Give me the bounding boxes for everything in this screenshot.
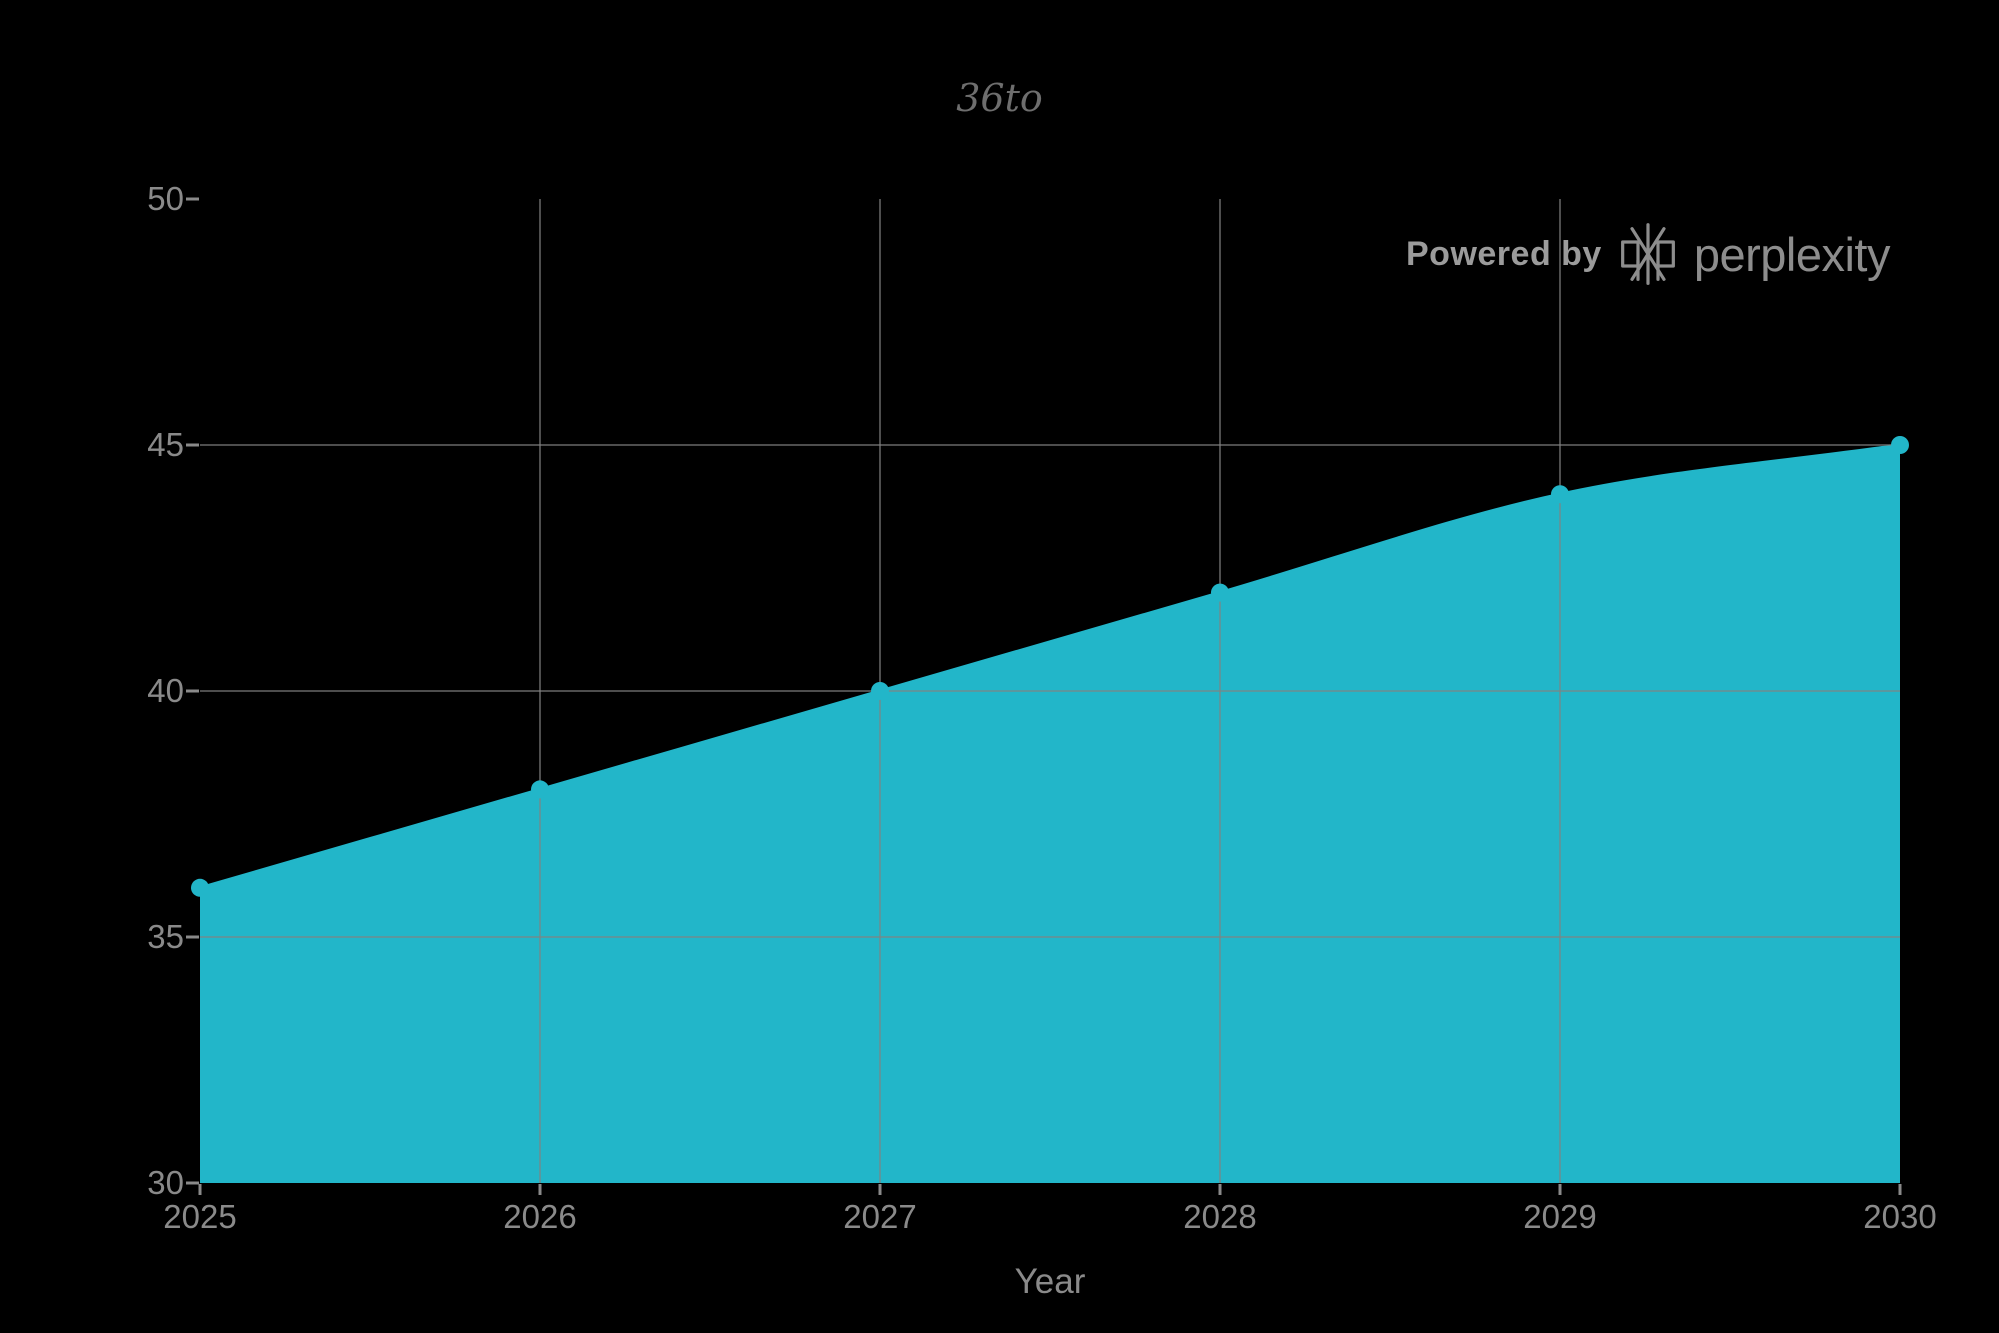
watermark: Powered by perplexity [1406, 222, 1891, 286]
x-axis-title: Year [1014, 1262, 1086, 1301]
x-tick-label: 2028 [1183, 1198, 1257, 1235]
data-point-marker [871, 682, 889, 700]
x-tick-label: 2026 [503, 1198, 577, 1235]
area-series-fill [200, 445, 1900, 1183]
y-tick-label: 50 [147, 180, 184, 217]
x-tick-label: 2029 [1523, 1198, 1597, 1235]
x-tick-label: 2030 [1863, 1198, 1937, 1235]
data-point-marker [531, 780, 549, 799]
data-point-marker [1891, 436, 1909, 454]
x-tick-label: 2025 [163, 1198, 237, 1235]
data-point-marker [1551, 485, 1569, 504]
y-tick-label: 40 [147, 672, 184, 709]
watermark-powered-by-label: Powered by [1406, 234, 1602, 273]
x-tick-label: 2027 [843, 1198, 917, 1235]
perplexity-asterisk-logo-icon [1616, 222, 1680, 286]
y-tick-label: 30 [147, 1164, 184, 1201]
data-point-marker [191, 878, 209, 897]
chart-title: 36to [956, 76, 1043, 120]
data-point-marker [1211, 583, 1229, 602]
watermark-brand-label: perplexity [1693, 227, 1891, 281]
y-tick-label: 45 [147, 426, 184, 463]
area-series-line [199, 443, 1901, 890]
y-tick-label: 35 [147, 918, 184, 955]
